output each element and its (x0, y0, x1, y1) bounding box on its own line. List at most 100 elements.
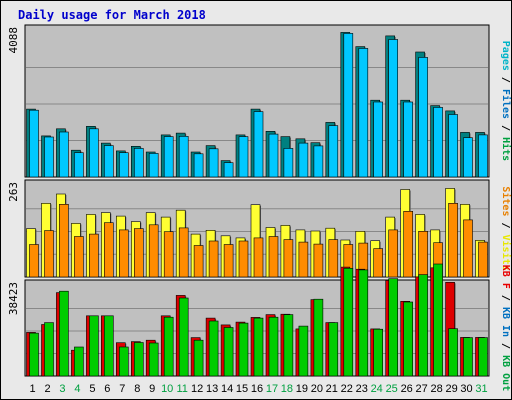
bar-files-13 (208, 148, 219, 178)
x-tick-20: 20 (311, 383, 323, 395)
bar-files-16 (253, 111, 264, 178)
bar-kb-out-8 (134, 342, 144, 377)
bar-sites-6 (104, 222, 114, 278)
bar-sites-15 (238, 240, 249, 278)
x-tick-3: 3 (59, 383, 65, 395)
legend-segment: Files (500, 89, 512, 119)
bar-sites-3 (59, 204, 69, 278)
x-tick-17: 17 (266, 383, 278, 395)
bar-files-7 (119, 152, 129, 178)
bar-files-21 (328, 125, 339, 178)
bar-kb-out-4 (74, 346, 84, 377)
x-tick-9: 9 (149, 383, 155, 395)
bar-sites-2 (44, 230, 54, 278)
bar-kb-out-18 (283, 314, 294, 377)
x-tick-19: 19 (296, 383, 308, 395)
bar-files-19 (298, 142, 309, 178)
bar-files-15 (238, 136, 249, 178)
bar-kb-out-22 (343, 267, 354, 377)
bar-kb-out-14 (223, 327, 234, 377)
bar-kb-out-17 (268, 316, 279, 377)
bar-sites-19 (298, 241, 309, 278)
x-tick-15: 15 (236, 383, 248, 395)
bar-kb-out-27 (418, 274, 428, 377)
panel-hits-files-pages: 4088 Pages / Files / Hits (7, 24, 512, 178)
bar-kb-out-28 (433, 263, 443, 377)
bar-sites-13 (208, 240, 219, 278)
bar-sites-25 (388, 229, 399, 278)
bar-files-18 (283, 148, 294, 178)
x-tick-13: 13 (206, 383, 218, 395)
x-tick-8: 8 (134, 383, 140, 395)
x-tick-29: 29 (445, 383, 457, 395)
legend-segment: KB Out (500, 355, 511, 391)
bar-files-30 (463, 137, 473, 178)
series-legend: Pages / Files / Hits (500, 41, 512, 161)
bar-kb-out-20 (313, 298, 324, 377)
bar-files-29 (448, 114, 458, 178)
bar-files-1 (29, 109, 39, 178)
bar-kb-out-15 (238, 322, 249, 377)
bar-sites-26 (403, 211, 414, 278)
bar-kb-out-6 (104, 315, 114, 377)
bar-sites-29 (448, 203, 458, 278)
x-tick-5: 5 (89, 383, 95, 395)
x-tick-10: 10 (161, 383, 173, 395)
x-tick-14: 14 (221, 383, 233, 395)
x-tick-16: 16 (251, 383, 263, 395)
bar-files-31 (478, 134, 488, 178)
bar-files-14 (223, 162, 234, 178)
x-tick-28: 28 (430, 383, 442, 395)
bar-kb-out-21 (328, 322, 339, 377)
x-tick-1: 1 (29, 383, 35, 395)
bar-sites-7 (119, 229, 129, 278)
bar-kb-out-29 (448, 328, 458, 377)
chart-panels: 4088 Pages / Files / Hits 263 Sites / Visit… (7, 24, 512, 391)
x-tick-22: 22 (341, 383, 353, 395)
bar-sites-8 (134, 228, 144, 278)
bar-files-26 (403, 101, 414, 178)
bar-sites-9 (148, 224, 159, 278)
bar-sites-27 (418, 231, 428, 278)
bar-sites-12 (193, 245, 204, 278)
bar-sites-16 (253, 237, 264, 278)
panel-visits-sites: 263 Sites / Visits (7, 179, 512, 278)
x-tick-2: 2 (44, 383, 50, 395)
legend-segment: Visits (500, 235, 512, 271)
bar-sites-4 (74, 236, 84, 278)
legend-segment: / (500, 71, 511, 89)
x-tick-11: 11 (176, 383, 187, 395)
legend-segment: KB In (500, 307, 511, 337)
legend-segment: Pages (500, 41, 511, 71)
bar-kb-out-9 (148, 342, 159, 377)
legend-segment: / (500, 337, 511, 355)
x-tick-24: 24 (371, 383, 383, 395)
bar-sites-30 (463, 219, 473, 278)
bar-kb-out-31 (478, 337, 488, 377)
legend-segment: Sites (500, 186, 512, 216)
x-tick-31: 31 (475, 383, 487, 395)
x-tick-25: 25 (386, 383, 398, 395)
bar-kb-out-5 (89, 315, 99, 377)
bar-kb-out-3 (59, 290, 69, 377)
bar-kb-out-24 (373, 328, 384, 377)
y-max-label: 4088 (7, 27, 20, 54)
x-tick-18: 18 (281, 383, 293, 395)
legend-segment: KB F (500, 265, 511, 289)
x-tick-6: 6 (104, 383, 110, 395)
legend-segment: / (500, 216, 511, 234)
bar-sites-5 (89, 233, 99, 278)
bar-files-22 (343, 33, 354, 178)
x-tick-12: 12 (191, 383, 203, 395)
bar-sites-21 (328, 239, 339, 278)
bar-files-8 (134, 148, 144, 178)
legend-segment: / (500, 289, 511, 307)
legend-segment: / (500, 119, 511, 137)
bar-sites-31 (478, 241, 488, 278)
x-tick-7: 7 (119, 383, 125, 395)
bar-files-23 (358, 48, 369, 178)
bar-files-24 (373, 101, 384, 178)
x-tick-4: 4 (74, 383, 80, 395)
bar-sites-17 (268, 236, 279, 278)
